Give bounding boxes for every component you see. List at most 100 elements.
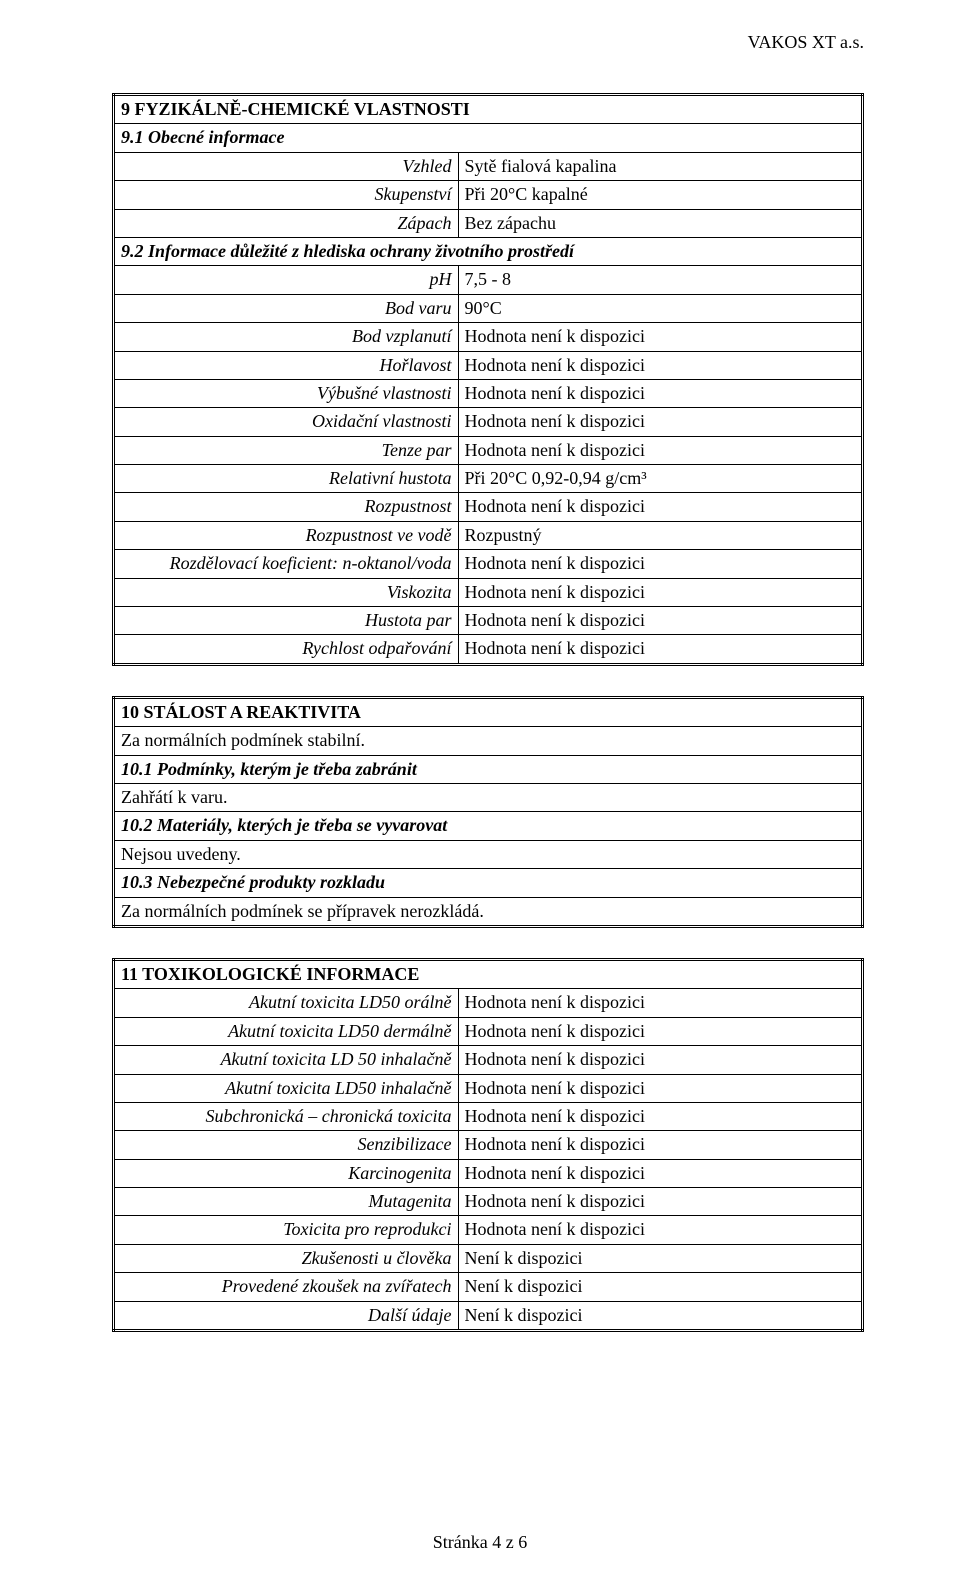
section9-env-label: Bod varu bbox=[114, 294, 459, 322]
section11-tox-value: Hodnota není k dispozici bbox=[458, 1074, 862, 1102]
section9-env-label: Relativní hustota bbox=[114, 465, 459, 493]
section9-env-row: Tenze parHodnota není k dispozici bbox=[114, 436, 863, 464]
section9-env-value: Hodnota není k dispozici bbox=[458, 607, 862, 635]
section10-sub3: 10.3 Nebezpečné produkty rozkladu bbox=[114, 869, 863, 897]
section9-general-value: Bez zápachu bbox=[458, 209, 862, 237]
section11-tox-label: Akutní toxicita LD50 orálně bbox=[114, 989, 459, 1017]
section11-tox-value: Hodnota není k dispozici bbox=[458, 1131, 862, 1159]
section9-table: 9 FYZIKÁLNĚ-CHEMICKÉ VLASTNOSTI 9.1 Obec… bbox=[112, 93, 864, 666]
section10-title: 10 STÁLOST A REAKTIVITA bbox=[114, 697, 863, 726]
section9-env-value: Hodnota není k dispozici bbox=[458, 379, 862, 407]
section11-tox-label: Další údaje bbox=[114, 1301, 459, 1330]
section9-env-label: pH bbox=[114, 266, 459, 294]
section9-env-label: Hořlavost bbox=[114, 351, 459, 379]
section9-env-row: RozpustnostHodnota není k dispozici bbox=[114, 493, 863, 521]
section11-title: 11 TOXIKOLOGICKÉ INFORMACE bbox=[114, 959, 863, 988]
section9-general-row: SkupenstvíPři 20°C kapalné bbox=[114, 181, 863, 209]
section11-tox-value: Není k dispozici bbox=[458, 1273, 862, 1301]
section9-env-label: Hustota par bbox=[114, 607, 459, 635]
section9-general-label: Zápach bbox=[114, 209, 459, 237]
section9-env-value: Hodnota není k dispozici bbox=[458, 493, 862, 521]
section9-env-label: Viskozita bbox=[114, 578, 459, 606]
section11-tox-row: SenzibilizaceHodnota není k dispozici bbox=[114, 1131, 863, 1159]
section11-tox-row: Akutní toxicita LD50 orálněHodnota není … bbox=[114, 989, 863, 1017]
section9-env-value: Hodnota není k dispozici bbox=[458, 408, 862, 436]
section11-tox-value: Hodnota není k dispozici bbox=[458, 1188, 862, 1216]
section9-title: 9 FYZIKÁLNĚ-CHEMICKÉ VLASTNOSTI bbox=[114, 95, 863, 124]
section9-env-label: Bod vzplanutí bbox=[114, 323, 459, 351]
section11-tox-row: MutagenitaHodnota není k dispozici bbox=[114, 1188, 863, 1216]
section9-general-value: Sytě fialová kapalina bbox=[458, 152, 862, 180]
section11-tox-value: Hodnota není k dispozici bbox=[458, 1159, 862, 1187]
section9-env-label: Rozpustnost bbox=[114, 493, 459, 521]
section10-line3: Nejsou uvedeny. bbox=[114, 840, 863, 868]
header-company: VAKOS XT a.s. bbox=[112, 32, 864, 53]
section11-tox-label: Akutní toxicita LD50 inhalačně bbox=[114, 1074, 459, 1102]
section9-env-value: 7,5 - 8 bbox=[458, 266, 862, 294]
section9-env-row: Bod vzplanutíHodnota není k dispozici bbox=[114, 323, 863, 351]
section11-tox-row: Zkušenosti u člověkaNení k dispozici bbox=[114, 1244, 863, 1272]
section9-env-label: Výbušné vlastnosti bbox=[114, 379, 459, 407]
section9-env-row: Oxidační vlastnostiHodnota není k dispoz… bbox=[114, 408, 863, 436]
section10-sub2: 10.2 Materiály, kterých je třeba se vyva… bbox=[114, 812, 863, 840]
section10-line2: Zahřátí k varu. bbox=[114, 783, 863, 811]
section11-tox-label: Zkušenosti u člověka bbox=[114, 1244, 459, 1272]
section9-env-value: Hodnota není k dispozici bbox=[458, 550, 862, 578]
section11-tox-row: Akutní toxicita LD 50 inhalačněHodnota n… bbox=[114, 1046, 863, 1074]
section9-env-value: Hodnota není k dispozici bbox=[458, 578, 862, 606]
section10-line4: Za normálních podmínek se přípravek nero… bbox=[114, 897, 863, 926]
section11-tox-label: Subchronická – chronická toxicita bbox=[114, 1102, 459, 1130]
section11-tox-label: Toxicita pro reprodukci bbox=[114, 1216, 459, 1244]
section11-tox-value: Hodnota není k dispozici bbox=[458, 1017, 862, 1045]
section11-tox-row: Toxicita pro reprodukciHodnota není k di… bbox=[114, 1216, 863, 1244]
section9-env-label: Rozdělovací koeficient: n-oktanol/voda bbox=[114, 550, 459, 578]
section9-env-row: pH7,5 - 8 bbox=[114, 266, 863, 294]
section9-env-label: Oxidační vlastnosti bbox=[114, 408, 459, 436]
section9-env-row: Hustota parHodnota není k dispozici bbox=[114, 607, 863, 635]
section9-env-value: 90°C bbox=[458, 294, 862, 322]
section11-tox-label: Karcinogenita bbox=[114, 1159, 459, 1187]
section9-sub1: 9.1 Obecné informace bbox=[114, 124, 863, 152]
section9-env-value: Rozpustný bbox=[458, 521, 862, 549]
section11-tox-row: KarcinogenitaHodnota není k dispozici bbox=[114, 1159, 863, 1187]
section11-tox-label: Akutní toxicita LD50 dermálně bbox=[114, 1017, 459, 1045]
section9-env-row: ViskozitaHodnota není k dispozici bbox=[114, 578, 863, 606]
section9-general-row: VzhledSytě fialová kapalina bbox=[114, 152, 863, 180]
section9-env-row: Rychlost odpařováníHodnota není k dispoz… bbox=[114, 635, 863, 664]
section11-tox-value: Hodnota není k dispozici bbox=[458, 989, 862, 1017]
section11-tox-label: Akutní toxicita LD 50 inhalačně bbox=[114, 1046, 459, 1074]
section11-tox-row: Akutní toxicita LD50 inhalačněHodnota ne… bbox=[114, 1074, 863, 1102]
section11-tox-value: Není k dispozici bbox=[458, 1301, 862, 1330]
section11-tox-value: Není k dispozici bbox=[458, 1244, 862, 1272]
section9-sub2: 9.2 Informace důležité z hlediska ochran… bbox=[114, 237, 863, 265]
section11-tox-label: Mutagenita bbox=[114, 1188, 459, 1216]
section9-general-label: Skupenství bbox=[114, 181, 459, 209]
section9-env-value: Hodnota není k dispozici bbox=[458, 436, 862, 464]
page: VAKOS XT a.s. 9 FYZIKÁLNĚ-CHEMICKÉ VLAST… bbox=[0, 0, 960, 1573]
section9-general-label: Vzhled bbox=[114, 152, 459, 180]
section9-general-row: ZápachBez zápachu bbox=[114, 209, 863, 237]
section9-env-label: Rychlost odpařování bbox=[114, 635, 459, 664]
section10-table: 10 STÁLOST A REAKTIVITA Za normálních po… bbox=[112, 696, 864, 928]
section11-tox-value: Hodnota není k dispozici bbox=[458, 1046, 862, 1074]
section9-env-row: Bod varu90°C bbox=[114, 294, 863, 322]
section9-env-label: Rozpustnost ve vodě bbox=[114, 521, 459, 549]
section9-env-row: Rozdělovací koeficient: n-oktanol/vodaHo… bbox=[114, 550, 863, 578]
section11-tox-row: Akutní toxicita LD50 dermálněHodnota nen… bbox=[114, 1017, 863, 1045]
section10-line1: Za normálních podmínek stabilní. bbox=[114, 727, 863, 755]
section9-env-value: Hodnota není k dispozici bbox=[458, 323, 862, 351]
section11-tox-label: Senzibilizace bbox=[114, 1131, 459, 1159]
section9-env-value: Hodnota není k dispozici bbox=[458, 351, 862, 379]
section9-env-row: HořlavostHodnota není k dispozici bbox=[114, 351, 863, 379]
section9-env-value: Při 20°C 0,92-0,94 g/cm³ bbox=[458, 465, 862, 493]
section9-env-row: Rozpustnost ve voděRozpustný bbox=[114, 521, 863, 549]
section11-table: 11 TOXIKOLOGICKÉ INFORMACE Akutní toxici… bbox=[112, 958, 864, 1332]
section11-tox-value: Hodnota není k dispozici bbox=[458, 1102, 862, 1130]
section9-env-value: Hodnota není k dispozici bbox=[458, 635, 862, 664]
page-footer: Stránka 4 z 6 bbox=[0, 1532, 960, 1553]
section9-env-label: Tenze par bbox=[114, 436, 459, 464]
section11-tox-row: Další údajeNení k dispozici bbox=[114, 1301, 863, 1330]
section9-general-value: Při 20°C kapalné bbox=[458, 181, 862, 209]
section11-tox-row: Subchronická – chronická toxicitaHodnota… bbox=[114, 1102, 863, 1130]
section11-tox-row: Provedené zkoušek na zvířatechNení k dis… bbox=[114, 1273, 863, 1301]
